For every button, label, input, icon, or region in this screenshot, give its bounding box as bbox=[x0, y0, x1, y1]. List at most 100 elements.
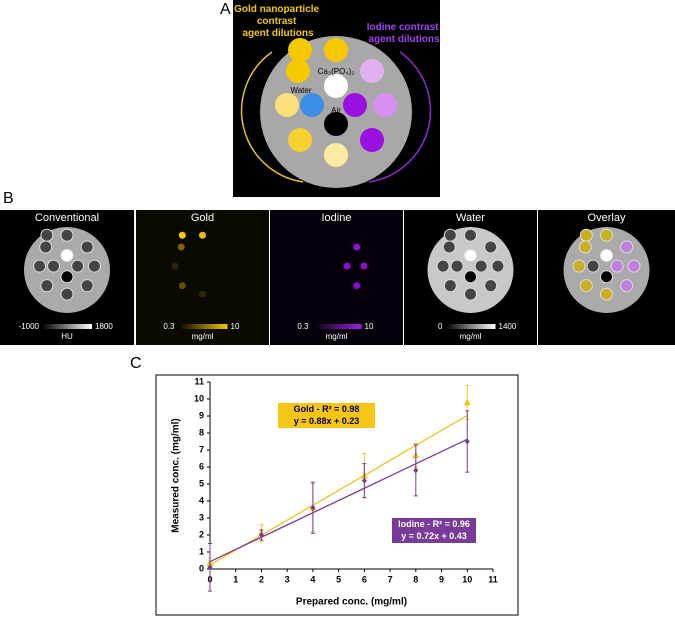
colorbar-max: 1800 bbox=[95, 322, 113, 331]
colorbar-min: 0.3 bbox=[297, 322, 309, 331]
iodine-arc bbox=[368, 51, 432, 183]
colorbar-max: 10 bbox=[231, 322, 240, 331]
y-tick-label: 8 bbox=[199, 427, 204, 437]
data-point bbox=[463, 398, 471, 406]
colorbar bbox=[42, 324, 92, 329]
phantom-hole bbox=[600, 287, 613, 301]
phantom-hole bbox=[71, 259, 85, 273]
phantom-hole bbox=[579, 279, 593, 293]
x-tick-label: 9 bbox=[439, 574, 444, 584]
x-tick-label: 3 bbox=[285, 574, 290, 584]
phantom-hole bbox=[324, 38, 348, 62]
panel-label: C bbox=[130, 355, 142, 372]
y-axis-label: Measured conc. (mg/ml) bbox=[171, 418, 182, 532]
phantom-hole bbox=[620, 279, 634, 293]
colorbar bbox=[177, 324, 228, 329]
phantom-hole bbox=[572, 259, 586, 273]
phantom-hole bbox=[474, 259, 488, 273]
colorbar-unit: mg/ml bbox=[460, 332, 482, 341]
image-panel bbox=[270, 210, 403, 345]
air-label: Air bbox=[331, 106, 341, 115]
colorbar-max: 10 bbox=[365, 322, 374, 331]
y-tick-label: 7 bbox=[199, 444, 204, 454]
image-title: Overlay bbox=[588, 212, 626, 224]
x-tick-label: 4 bbox=[310, 574, 315, 584]
phantom-hole bbox=[360, 262, 368, 270]
annotation: y = 0.88x + 0.23 bbox=[294, 416, 360, 426]
phantom-hole bbox=[610, 259, 624, 273]
phantom-hole bbox=[87, 259, 101, 273]
data-point bbox=[464, 438, 470, 445]
fit-line bbox=[209, 414, 468, 566]
y-tick-label: 5 bbox=[199, 478, 204, 488]
phantom-hole bbox=[443, 279, 457, 293]
colorbar bbox=[311, 324, 362, 329]
colorbar-min: -1000 bbox=[19, 322, 40, 331]
phantom-holes bbox=[275, 38, 397, 167]
phantom-hole bbox=[171, 262, 179, 270]
phantom-hole bbox=[600, 228, 613, 242]
image-title: Gold bbox=[191, 212, 214, 224]
x-tick-label: 7 bbox=[388, 574, 393, 584]
phantom-hole bbox=[324, 74, 348, 98]
phantom-hole bbox=[39, 240, 53, 254]
x-tick-label: 11 bbox=[488, 574, 498, 584]
phantom-hole bbox=[177, 243, 185, 251]
panel-label: A bbox=[220, 1, 231, 18]
y-tick-label: 9 bbox=[199, 410, 204, 420]
annotation-box bbox=[278, 403, 375, 428]
x-tick-label: 1 bbox=[233, 574, 238, 584]
phantom-hole bbox=[464, 248, 477, 262]
x-tick-label: 6 bbox=[362, 574, 367, 584]
gold-arc bbox=[240, 51, 304, 183]
phantom-hole bbox=[627, 259, 641, 273]
image-title: Water bbox=[456, 212, 485, 224]
y-tick-label: 1 bbox=[199, 546, 204, 556]
label-line: Gold nanoparticle bbox=[234, 4, 319, 15]
phantom-hole bbox=[60, 270, 74, 284]
phantom-hole bbox=[80, 279, 94, 293]
colorbar-max: 1400 bbox=[499, 322, 517, 331]
colorbar-unit: mg/ml bbox=[192, 332, 214, 341]
data-point bbox=[207, 564, 213, 571]
colorbar-min: 0.3 bbox=[163, 322, 175, 331]
phantom-hole bbox=[178, 231, 186, 239]
phantom-hole bbox=[80, 240, 94, 254]
phantom-hole bbox=[178, 282, 186, 290]
x-tick-label: 10 bbox=[462, 574, 472, 584]
annotation: y = 0.72x + 0.43 bbox=[401, 531, 467, 541]
phantom-hole bbox=[343, 93, 367, 117]
phantom-hole bbox=[275, 93, 299, 117]
data-point bbox=[310, 504, 316, 511]
phantom-hole bbox=[40, 279, 54, 293]
phantom-hole bbox=[620, 240, 634, 254]
data-point bbox=[413, 467, 419, 474]
image-title: Conventional bbox=[35, 212, 99, 224]
phantom-hole bbox=[491, 259, 505, 273]
iodine-label: Iodine contrast agent dilutions bbox=[367, 22, 441, 45]
y-tick-label: 2 bbox=[199, 529, 204, 539]
phantom-hole bbox=[464, 287, 477, 301]
phantom-hole bbox=[484, 279, 498, 293]
label-line: agent dilutions bbox=[368, 34, 440, 45]
label-line: contrast bbox=[257, 16, 297, 27]
calcium-label: Ca₃(PO₄)₂ bbox=[318, 67, 355, 76]
phantom-hole bbox=[288, 38, 312, 62]
colorbar-unit: mg/ml bbox=[326, 332, 348, 341]
y-tick-label: 11 bbox=[194, 376, 204, 386]
phantom-hole bbox=[33, 259, 47, 273]
phantom-hole bbox=[199, 231, 206, 239]
phantom-hole bbox=[343, 262, 351, 270]
phantom-hole bbox=[360, 128, 384, 152]
x-tick-label: 2 bbox=[259, 574, 264, 584]
y-tick-label: 4 bbox=[199, 495, 204, 505]
phantom-hole bbox=[60, 248, 74, 262]
annotation-box bbox=[392, 518, 476, 543]
x-tick-label: 8 bbox=[413, 574, 418, 584]
phantom-hole bbox=[60, 228, 74, 242]
panel-label: B bbox=[3, 190, 14, 207]
colorbar-unit: HU bbox=[61, 332, 73, 341]
phantom-hole bbox=[324, 143, 348, 167]
